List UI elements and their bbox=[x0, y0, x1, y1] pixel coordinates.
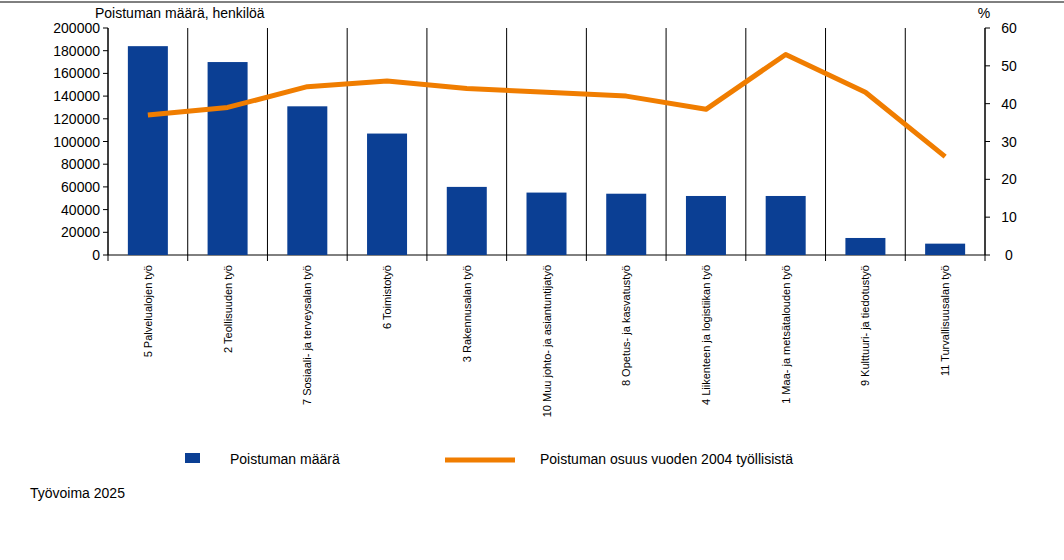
y-tick-label: 140000 bbox=[53, 88, 100, 104]
y-tick bbox=[103, 28, 108, 29]
y-tick-label: 180000 bbox=[53, 43, 100, 59]
legend-label: Poistuman määrä bbox=[230, 451, 340, 467]
annotation: Työvoima 2025 bbox=[30, 485, 125, 501]
y-tick-label: 100000 bbox=[53, 134, 100, 150]
category-separator bbox=[586, 28, 587, 261]
bar bbox=[925, 244, 965, 255]
y-tick-label: 60000 bbox=[61, 179, 100, 195]
y-tick-label: 200000 bbox=[53, 20, 100, 36]
x-tick-label: 6 Toimistotyö bbox=[381, 265, 393, 329]
y-axis-title: Poistuman määrä, henkilöä bbox=[95, 5, 265, 21]
y2-axis-title: % bbox=[978, 5, 990, 21]
x-tick-label: 2 Teollisuuden työ bbox=[222, 265, 234, 353]
x-tick-label: 9 Kulttuuri- ja tiedotustyö bbox=[859, 265, 871, 386]
legend-swatch bbox=[445, 458, 515, 463]
y2-tick bbox=[985, 179, 990, 180]
y2-tick bbox=[985, 217, 990, 218]
y2-tick-label: 0 bbox=[1005, 247, 1013, 263]
bar bbox=[686, 196, 726, 255]
bar bbox=[766, 196, 806, 255]
legend-swatch bbox=[185, 453, 200, 463]
bar bbox=[606, 194, 646, 255]
category-separator bbox=[825, 28, 826, 261]
category-separator bbox=[985, 28, 986, 261]
y2-tick bbox=[985, 65, 990, 66]
bar bbox=[367, 134, 407, 255]
category-separator bbox=[187, 28, 188, 261]
bar bbox=[845, 238, 885, 255]
y2-tick-label: 30 bbox=[1001, 134, 1017, 150]
category-separator bbox=[666, 28, 667, 261]
y-tick bbox=[103, 96, 108, 97]
legend-label: Poistuman osuus vuoden 2004 työllisistä bbox=[540, 451, 793, 467]
category-separator bbox=[347, 28, 348, 261]
y-tick bbox=[103, 118, 108, 119]
y-tick-label: 120000 bbox=[53, 111, 100, 127]
y-tick bbox=[103, 141, 108, 142]
x-tick-label: 1 Maa- ja metsätalouden työ bbox=[780, 265, 792, 404]
category-separator bbox=[267, 28, 268, 261]
y-tick bbox=[103, 50, 108, 51]
y-tick-label: 160000 bbox=[53, 65, 100, 81]
y2-tick bbox=[985, 255, 990, 256]
category-separator bbox=[506, 28, 507, 261]
y-tick-label: 40000 bbox=[61, 202, 100, 218]
y2-tick-label: 40 bbox=[1001, 96, 1017, 112]
y2-tick bbox=[985, 141, 990, 142]
y-tick bbox=[103, 255, 108, 256]
top-border bbox=[0, 2, 1064, 3]
chart: 0 20000 40000 60000 80000 100000 120000 140000 1… bbox=[0, 0, 1064, 560]
y-tick-label: 80000 bbox=[61, 156, 100, 172]
y2-tick-label: 10 bbox=[1001, 209, 1017, 225]
y2-tick-label: 50 bbox=[1001, 58, 1017, 74]
x-tick-label: 5 Palvelualojen työ bbox=[142, 265, 154, 357]
x-tick-label: 4 Liikenteen ja logistiikan työ bbox=[700, 265, 712, 405]
y-tick-label: 20000 bbox=[61, 224, 100, 240]
y2-tick bbox=[985, 103, 990, 104]
plot-marks bbox=[128, 46, 965, 255]
x-tick-label: 7 Sosiaali- ja terveysalan työ bbox=[301, 265, 313, 405]
y2-tick-label: 20 bbox=[1001, 171, 1017, 187]
bar bbox=[208, 62, 248, 255]
category-separator bbox=[108, 28, 109, 261]
category-separator bbox=[745, 28, 746, 261]
line bbox=[148, 54, 945, 156]
y-tick bbox=[103, 209, 108, 210]
bar bbox=[287, 106, 327, 255]
x-tick-label: 10 Muu johto- ja asiantuntijatyö bbox=[541, 265, 553, 417]
x-tick-label: 3 Rakennusalan työ bbox=[461, 265, 473, 362]
x-tick-label: 8 Opetus- ja kasvatustyö bbox=[620, 265, 632, 386]
category-separator bbox=[905, 28, 906, 261]
bar bbox=[128, 46, 168, 255]
y2-tick bbox=[985, 28, 990, 29]
x-tick-label: 11 Turvallisuusalan työ bbox=[939, 265, 951, 376]
y2-tick-label: 60 bbox=[1001, 20, 1017, 36]
bar bbox=[447, 187, 487, 255]
y-tick bbox=[103, 73, 108, 74]
y-tick bbox=[103, 232, 108, 233]
bar bbox=[527, 193, 567, 255]
y-tick bbox=[103, 164, 108, 165]
category-separator bbox=[426, 28, 427, 261]
y-tick bbox=[103, 186, 108, 187]
y-tick-label: 0 bbox=[92, 247, 100, 263]
